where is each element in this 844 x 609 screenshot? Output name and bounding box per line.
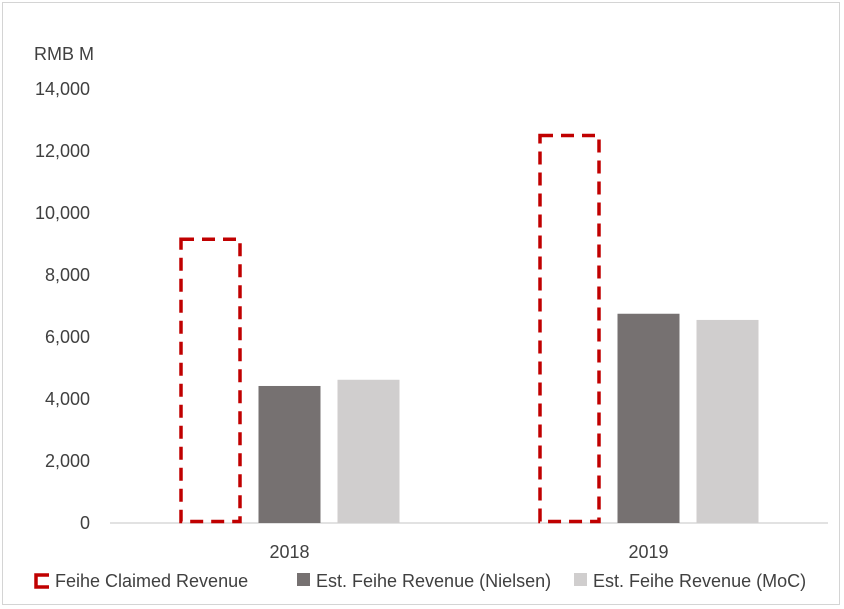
legend-label: Est. Feihe Revenue (Nielsen) xyxy=(316,571,551,591)
bar-2019-est-feihe-revenue-moc xyxy=(696,319,759,523)
y-tick-label: 10,000 xyxy=(35,203,90,223)
bar-2019-est-feihe-revenue-nielsen xyxy=(617,313,680,523)
y-tick-label: 14,000 xyxy=(35,79,90,99)
x-tick-label: 2018 xyxy=(269,542,309,562)
bar-2018-est-feihe-revenue-nielsen xyxy=(258,385,321,523)
x-axis-ticks: 2018 2019 xyxy=(269,542,668,562)
y-tick-label: 2,000 xyxy=(45,451,90,471)
x-tick-label: 2019 xyxy=(628,542,668,562)
legend-label: Est. Feihe Revenue (MoC) xyxy=(593,571,806,591)
y-axis-ticks: 0 2,000 4,000 6,000 8,000 10,000 12,000 14,000 xyxy=(35,79,90,533)
legend-label: Feihe Claimed Revenue xyxy=(55,571,248,591)
legend-swatch xyxy=(34,573,49,589)
legend-swatch xyxy=(297,573,310,586)
bar-2018-feihe-claimed-revenue xyxy=(179,237,242,524)
y-tick-label: 6,000 xyxy=(45,327,90,347)
legend-swatch xyxy=(574,573,587,586)
y-tick-label: 4,000 xyxy=(45,389,90,409)
legend: Feihe Claimed Revenue Est. Feihe Revenue … xyxy=(34,571,806,591)
bar-2018-est-feihe-revenue-moc xyxy=(337,379,400,523)
y-tick-label: 0 xyxy=(80,513,90,533)
bars xyxy=(179,133,759,524)
bar-2019-feihe-claimed-revenue xyxy=(538,133,601,524)
y-tick-label: 8,000 xyxy=(45,265,90,285)
unit-label: RMB M xyxy=(34,44,94,64)
y-tick-label: 12,000 xyxy=(35,141,90,161)
